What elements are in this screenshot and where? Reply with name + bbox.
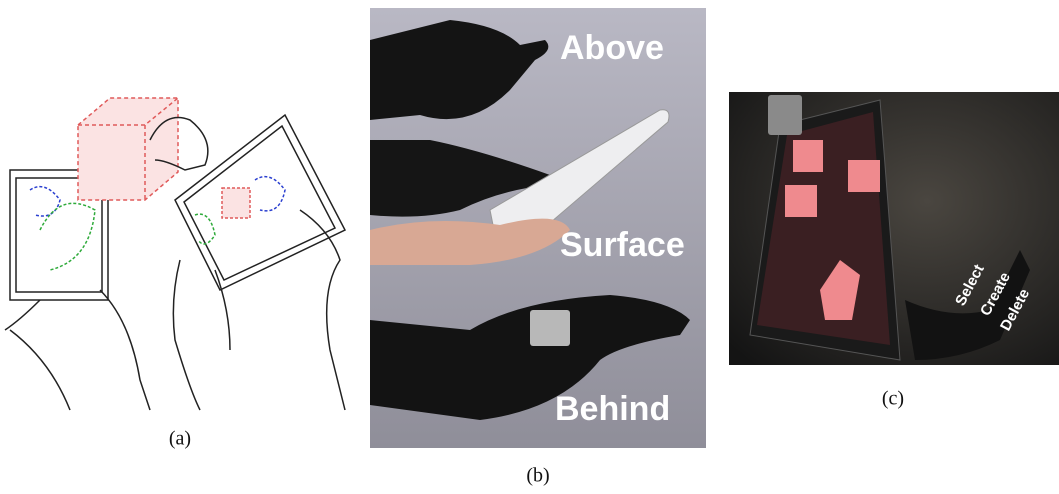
panel-label: (b) (526, 465, 549, 487)
panel-c-photo: Select Create Delete (729, 92, 1059, 365)
panel-b-photo: Above Surface Behind (370, 8, 706, 448)
tracker (530, 310, 570, 346)
panel-a-drawing (5, 98, 345, 410)
overlay-label: Above (560, 29, 664, 67)
hand-blue-left (30, 187, 60, 216)
virtual-cube (78, 98, 178, 200)
hand-green-left (40, 203, 95, 270)
arm-bottom (10, 330, 70, 410)
arm-left (5, 290, 150, 410)
figure-canvas: (a) Above Surface Behind (b) Select Crea… (0, 0, 1059, 494)
figure: (a) Above Surface Behind (b) Select Crea… (0, 0, 1059, 494)
tracker (768, 95, 802, 135)
cube-on-screen (222, 188, 250, 218)
overlay-label: Behind (555, 390, 670, 428)
panel-label: (c) (882, 388, 904, 410)
panel-label: (a) (169, 428, 191, 450)
overlay-label: Surface (560, 226, 685, 264)
